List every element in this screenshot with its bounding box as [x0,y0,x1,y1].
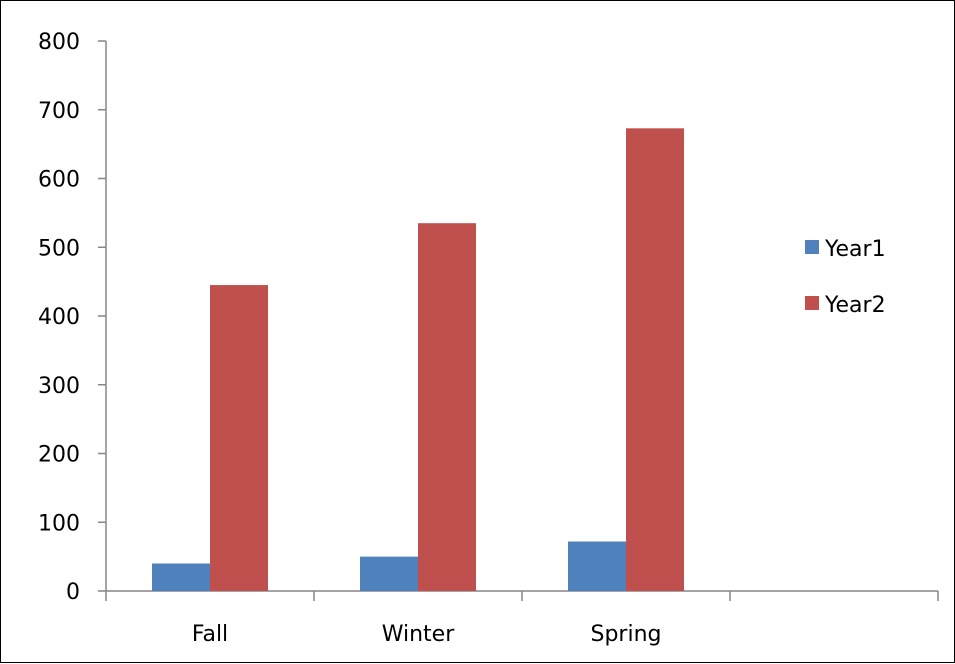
bars [152,128,684,591]
y-tick-label: 500 [38,236,80,261]
x-tick-label: Fall [192,622,228,647]
bar-year1-fall [152,563,210,591]
legend-swatch-year2 [805,296,819,310]
legend: Year1 Year2 [805,237,886,318]
y-tick-label: 0 [66,580,80,605]
bar-year2-fall [210,285,268,591]
legend-label-year2: Year2 [824,293,886,318]
bar-year1-winter [360,556,418,591]
bar-year2-winter [418,223,476,591]
bar-year1-spring [568,541,626,591]
y-tick-label: 800 [38,30,80,55]
y-tick-label: 600 [38,168,80,193]
x-tick-label: Winter [382,622,455,647]
axes: 0 100 200 300 400 500 600 700 800 Fall Winter Sprin… [38,30,939,647]
y-tick-label: 700 [38,99,80,124]
y-tick-label: 300 [38,374,80,399]
y-tick-label: 400 [38,305,80,330]
x-tick-label: Spring [591,622,662,647]
bar-year2-spring [626,128,684,591]
legend-swatch-year1 [805,240,819,254]
y-tick-label: 200 [38,443,80,468]
y-tick-label: 100 [38,511,80,536]
legend-label-year1: Year1 [824,237,886,262]
